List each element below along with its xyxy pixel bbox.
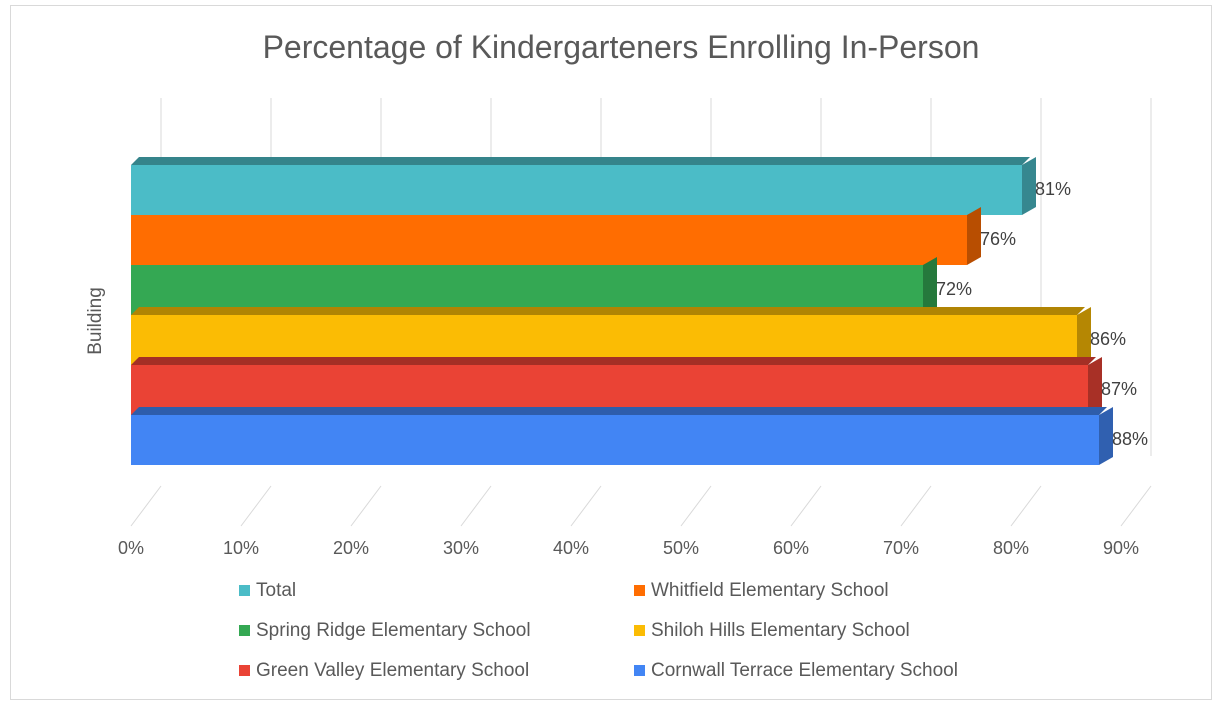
bar-front-face bbox=[131, 365, 1088, 415]
x-axis-ticks: 0% 10% 20% 30% 40% 50% 60% 70% 80% 90% bbox=[118, 538, 1139, 558]
bar-2 bbox=[131, 257, 937, 315]
bars bbox=[131, 157, 1113, 465]
legend-label: Shiloh Hills Elementary School bbox=[651, 620, 910, 641]
bar-front-face bbox=[131, 315, 1077, 365]
data-label: 76% bbox=[980, 229, 1016, 249]
bar-side-face bbox=[1077, 307, 1091, 365]
legend-label: Cornwall Terrace Elementary School bbox=[651, 660, 958, 681]
legend-label: Green Valley Elementary School bbox=[256, 660, 529, 681]
x-tick-label: 10% bbox=[223, 538, 259, 558]
x-tick-label: 0% bbox=[118, 538, 144, 558]
x-tick-label: 70% bbox=[883, 538, 919, 558]
bar-front-face bbox=[131, 165, 1022, 215]
gridline-floor bbox=[460, 485, 492, 527]
x-tick-label: 30% bbox=[443, 538, 479, 558]
legend-label: Whitfield Elementary School bbox=[651, 580, 889, 601]
bar-5 bbox=[131, 407, 1113, 465]
data-label: 72% bbox=[936, 279, 972, 299]
bar-side-face bbox=[967, 207, 981, 265]
legend-label: Total bbox=[256, 580, 296, 601]
x-tick-label: 80% bbox=[993, 538, 1029, 558]
gridline-floor bbox=[130, 485, 162, 527]
bar-1 bbox=[131, 207, 981, 265]
bar-3 bbox=[131, 307, 1091, 365]
x-tick-label: 40% bbox=[553, 538, 589, 558]
data-label: 81% bbox=[1035, 179, 1071, 199]
bar-side-face bbox=[1088, 357, 1102, 415]
gridline-floor bbox=[900, 485, 932, 527]
y-axis-label: Building bbox=[85, 287, 106, 355]
legend-swatch bbox=[239, 585, 250, 596]
x-tick-label: 90% bbox=[1103, 538, 1139, 558]
chart-canvas: Percentage of Kindergarteners Enrolling … bbox=[85, 29, 1152, 681]
legend-swatch bbox=[634, 585, 645, 596]
bar-front-face bbox=[131, 215, 967, 265]
data-label: 88% bbox=[1112, 429, 1148, 449]
legend-swatch bbox=[634, 665, 645, 676]
data-label: 86% bbox=[1090, 329, 1126, 349]
bar-top-face bbox=[131, 357, 1096, 365]
bar-top-face bbox=[131, 407, 1107, 415]
data-labels: 81% 76% 72% 86% 87% 88% bbox=[936, 179, 1148, 449]
gridline-floor bbox=[570, 485, 602, 527]
x-tick-label: 60% bbox=[773, 538, 809, 558]
x-tick-label: 20% bbox=[333, 538, 369, 558]
chart-title: Percentage of Kindergarteners Enrolling … bbox=[263, 29, 980, 65]
gridline-floor bbox=[1120, 485, 1152, 527]
legend-swatch bbox=[239, 625, 250, 636]
data-label: 87% bbox=[1101, 379, 1137, 399]
bar-side-face bbox=[1022, 157, 1036, 215]
gridline-floor bbox=[350, 485, 382, 527]
gridline-floor bbox=[240, 485, 272, 527]
bar-front-face bbox=[131, 265, 923, 315]
gridline-floor bbox=[680, 485, 712, 527]
legend: Total Whitfield Elementary School Spring R… bbox=[239, 580, 958, 681]
bar-side-face bbox=[1099, 407, 1113, 465]
bar-top-face bbox=[131, 307, 1085, 315]
bar-side-face bbox=[923, 257, 937, 315]
chart-frame: Percentage of Kindergarteners Enrolling … bbox=[10, 5, 1212, 700]
legend-label: Spring Ridge Elementary School bbox=[256, 620, 531, 641]
gridline-floor bbox=[1010, 485, 1042, 527]
x-tick-label: 50% bbox=[663, 538, 699, 558]
bar-4 bbox=[131, 357, 1102, 415]
bar-0 bbox=[131, 157, 1036, 215]
gridline-floor bbox=[790, 485, 822, 527]
bar-top-face bbox=[131, 157, 1030, 165]
legend-swatch bbox=[634, 625, 645, 636]
bar-front-face bbox=[131, 415, 1099, 465]
legend-swatch bbox=[239, 665, 250, 676]
